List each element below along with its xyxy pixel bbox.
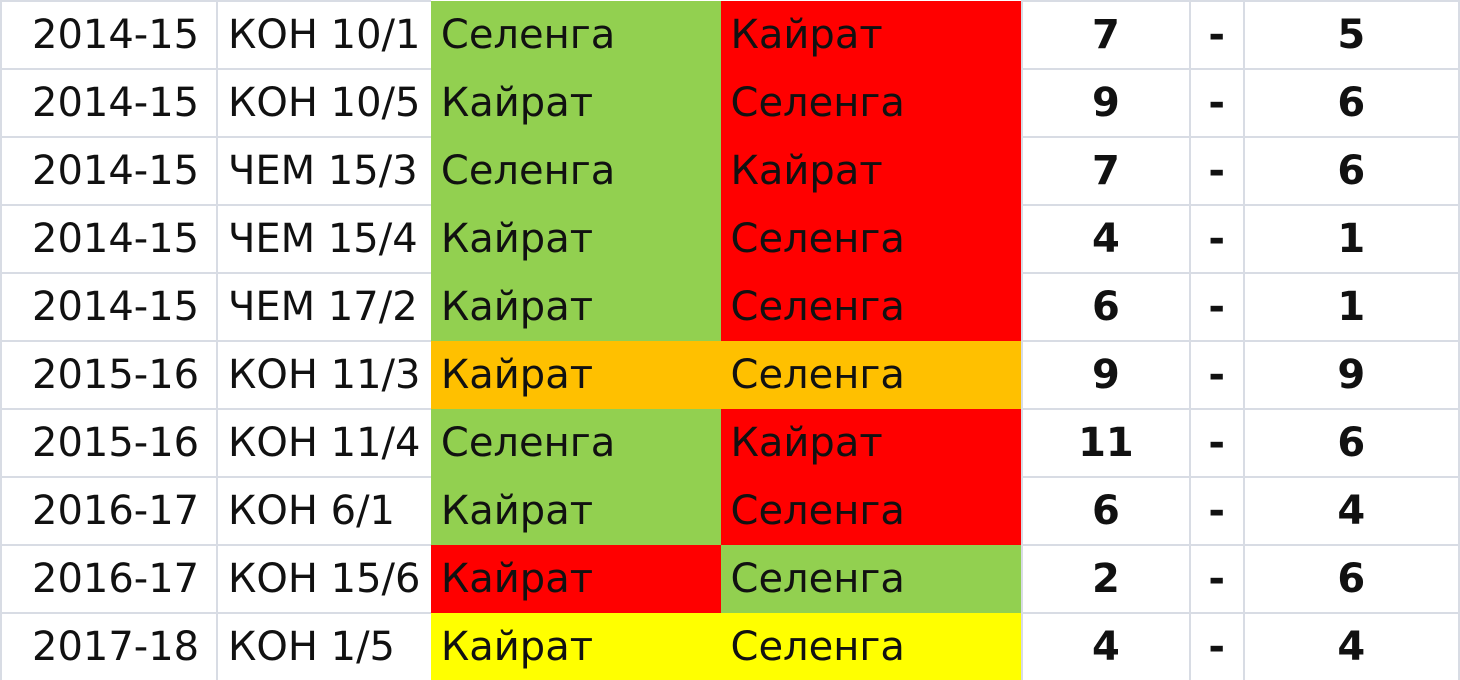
season-cell[interactable]: 2016-17 (0, 544, 217, 613)
table-row: 2014-15 ЧЕМ 15/3 Селенга Кайрат 7-6 (0, 136, 1460, 205)
stage-cell[interactable]: КОН 11/4 (215, 408, 431, 477)
score-away-cell[interactable]: 5 (1242, 0, 1460, 69)
score-separator-cell[interactable]: - (1188, 408, 1244, 477)
season-cell[interactable]: 2015-16 (0, 408, 217, 477)
score-separator-cell[interactable]: - (1188, 0, 1244, 69)
stage-cell[interactable]: ЧЕМ 15/4 (215, 204, 431, 273)
score-away-cell[interactable]: 1 (1242, 204, 1460, 273)
score-separator-cell[interactable]: - (1188, 612, 1244, 680)
season-cell[interactable]: 2014-15 (0, 68, 217, 137)
score-away-cell[interactable]: 9 (1242, 340, 1460, 409)
table-row: 2016-17 КОН 15/6 Кайрат Селенга 2-6 (0, 544, 1460, 613)
stage-cell[interactable]: КОН 6/1 (215, 476, 431, 545)
home-team-cell[interactable]: Кайрат (430, 341, 721, 409)
stage-cell[interactable]: КОН 1/5 (215, 612, 431, 680)
score-home-cell[interactable]: 6 (1021, 272, 1190, 341)
score-away-cell[interactable]: 6 (1242, 68, 1460, 137)
stage-cell[interactable]: КОН 10/1 (215, 0, 431, 69)
score-away-cell[interactable]: 6 (1242, 544, 1460, 613)
score-away-cell[interactable]: 4 (1242, 612, 1460, 680)
table-row: 2016-17 КОН 6/1 Кайрат Селенга 6-4 (0, 476, 1460, 545)
score-home-cell[interactable]: 4 (1021, 204, 1190, 273)
home-team-cell[interactable]: Кайрат (430, 477, 721, 545)
table-row: 2014-15 ЧЕМ 17/2 Кайрат Селенга 6-1 (0, 272, 1460, 341)
stage-cell[interactable]: КОН 11/3 (215, 340, 431, 409)
home-team-cell[interactable]: Кайрат (430, 545, 721, 613)
table-row: 2014-15 КОН 10/1 Селенга Кайрат 7-5 (0, 0, 1460, 69)
score-home-cell[interactable]: 9 (1021, 68, 1190, 137)
stage-cell[interactable]: КОН 10/5 (215, 68, 431, 137)
score-away-cell[interactable]: 1 (1242, 272, 1460, 341)
away-team-cell[interactable]: Кайрат (720, 1, 1023, 69)
season-cell[interactable]: 2015-16 (0, 340, 217, 409)
score-separator-cell[interactable]: - (1188, 272, 1244, 341)
season-cell[interactable]: 2016-17 (0, 476, 217, 545)
season-cell[interactable]: 2017-18 (0, 612, 217, 680)
score-home-cell[interactable]: 7 (1021, 136, 1190, 205)
score-away-cell[interactable]: 4 (1242, 476, 1460, 545)
away-team-cell[interactable]: Селенга (720, 69, 1023, 137)
season-cell[interactable]: 2014-15 (0, 0, 217, 69)
away-team-cell[interactable]: Селенга (720, 341, 1023, 409)
stage-cell[interactable]: ЧЕМ 15/3 (215, 136, 431, 205)
home-team-cell[interactable]: Кайрат (430, 273, 721, 341)
score-separator-cell[interactable]: - (1188, 68, 1244, 137)
score-separator-cell[interactable]: - (1188, 544, 1244, 613)
home-team-cell[interactable]: Кайрат (430, 613, 721, 680)
score-home-cell[interactable]: 11 (1021, 408, 1190, 477)
score-away-cell[interactable]: 6 (1242, 408, 1460, 477)
table-row: 2017-18 КОН 1/5 Кайрат Селенга 4-4 (0, 612, 1460, 680)
table-row: 2015-16 КОН 11/3 Кайрат Селенга 9-9 (0, 340, 1460, 409)
score-separator-cell[interactable]: - (1188, 204, 1244, 273)
away-team-cell[interactable]: Селенга (720, 477, 1023, 545)
season-cell[interactable]: 2014-15 (0, 136, 217, 205)
score-separator-cell[interactable]: - (1188, 476, 1244, 545)
season-cell[interactable]: 2014-15 (0, 272, 217, 341)
season-cell[interactable]: 2014-15 (0, 204, 217, 273)
stage-cell[interactable]: ЧЕМ 17/2 (215, 272, 431, 341)
table-row: 2014-15 ЧЕМ 15/4 Кайрат Селенга 4-1 (0, 204, 1460, 273)
away-team-cell[interactable]: Селенга (720, 613, 1023, 680)
away-team-cell[interactable]: Кайрат (720, 409, 1023, 477)
score-home-cell[interactable]: 9 (1021, 340, 1190, 409)
home-team-cell[interactable]: Кайрат (430, 205, 721, 273)
stage-cell[interactable]: КОН 15/6 (215, 544, 431, 613)
score-away-cell[interactable]: 6 (1242, 136, 1460, 205)
away-team-cell[interactable]: Селенга (720, 273, 1023, 341)
score-separator-cell[interactable]: - (1188, 340, 1244, 409)
away-team-cell[interactable]: Кайрат (720, 137, 1023, 205)
home-team-cell[interactable]: Селенга (430, 409, 721, 477)
score-home-cell[interactable]: 2 (1021, 544, 1190, 613)
score-home-cell[interactable]: 4 (1021, 612, 1190, 680)
home-team-cell[interactable]: Селенга (430, 137, 721, 205)
away-team-cell[interactable]: Селенга (720, 205, 1023, 273)
score-home-cell[interactable]: 7 (1021, 0, 1190, 69)
table-row: 2014-15 КОН 10/5 Кайрат Селенга 9-6 (0, 68, 1460, 137)
table-row: 2015-16 КОН 11/4 Селенга Кайрат 11-6 (0, 408, 1460, 477)
home-team-cell[interactable]: Селенга (430, 1, 721, 69)
score-home-cell[interactable]: 6 (1021, 476, 1190, 545)
away-team-cell[interactable]: Селенга (720, 545, 1023, 613)
score-separator-cell[interactable]: - (1188, 136, 1244, 205)
home-team-cell[interactable]: Кайрат (430, 69, 721, 137)
